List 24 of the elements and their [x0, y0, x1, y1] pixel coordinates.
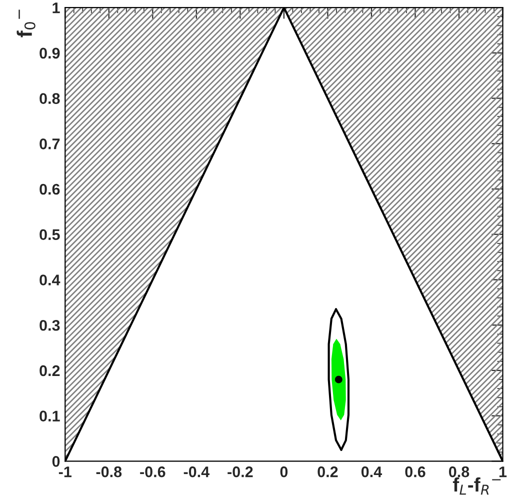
x-tick-label: -0.6 — [140, 466, 166, 478]
y-tick-label: 0.7 — [40, 138, 60, 150]
y-tick-label: 0.5 — [40, 229, 60, 240]
x-axis-title: f$_{L}$-f$_{R}$$^{−}$ — [452, 477, 501, 495]
x-tick-label: 0.6 — [405, 466, 426, 478]
y-tick-label: 0.3 — [40, 320, 60, 331]
x-tick-label: 1 — [499, 466, 507, 478]
y-tick-label: 1 — [52, 2, 60, 14]
y-tick-label: 0.6 — [40, 184, 60, 195]
y-tick-label: 0.9 — [40, 48, 60, 59]
x-tick-label: -0.8 — [96, 466, 122, 478]
x-tick-label: 0.4 — [361, 466, 382, 478]
x-tick-label: -0.4 — [184, 466, 210, 478]
y-axis-title: f$_{0}$$^{−}$ — [16, 10, 36, 38]
x-tick-label: 0.2 — [318, 466, 338, 478]
y-tick-label: 0 — [52, 456, 60, 467]
y-tick-label: 0.2 — [40, 365, 60, 376]
x-tick-label: 0.8 — [448, 466, 470, 478]
x-tick-label: -0.2 — [228, 466, 253, 478]
y-tick-label: 0.1 — [40, 410, 60, 422]
y-tick-label: 0.8 — [40, 93, 60, 104]
y-tick-label: 0.4 — [40, 274, 60, 286]
x-tick-label: -1 — [58, 466, 72, 478]
x-tick-label: 0 — [280, 466, 288, 478]
